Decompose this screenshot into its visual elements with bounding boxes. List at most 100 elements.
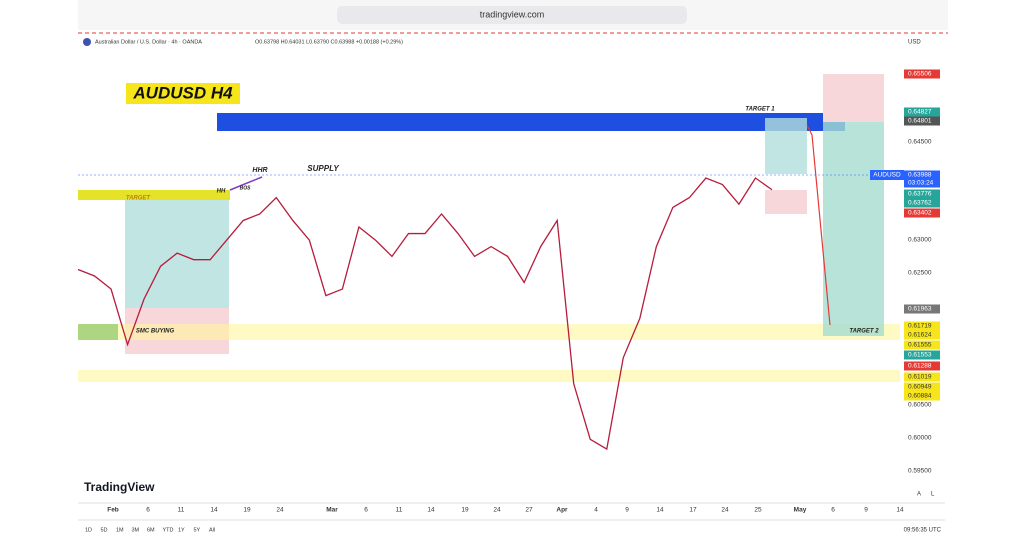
- range-button[interactable]: 5D: [101, 527, 108, 533]
- price-label: 0.61624: [908, 332, 932, 339]
- price-label-bg: [904, 340, 940, 350]
- price-label: 0.63762: [908, 200, 932, 207]
- logo: TradingView: [84, 480, 155, 494]
- price-label-bg: [904, 198, 940, 208]
- date-label: 4: [594, 507, 598, 514]
- price-label-bg: [904, 69, 940, 79]
- price-label: 0.61288: [908, 363, 932, 370]
- price-label-bg: [904, 107, 940, 117]
- scale-toggle[interactable]: L: [931, 492, 935, 498]
- price-label-bg: [904, 178, 940, 188]
- price-label: 0.61019: [908, 374, 932, 381]
- date-label: 14: [427, 507, 435, 514]
- range-button[interactable]: All: [209, 527, 215, 533]
- target-zone: [78, 190, 230, 200]
- price-label: 0.63402: [908, 210, 932, 217]
- annotation: HHR: [252, 167, 267, 174]
- symbol-tag: AUDUSD: [873, 172, 901, 179]
- date-label: 6: [146, 507, 150, 514]
- price-label-bg: [904, 330, 940, 340]
- range-button[interactable]: 1D: [85, 527, 92, 533]
- price-label: 0.61555: [908, 342, 932, 349]
- support-zone-2: [78, 370, 900, 382]
- clock: 09:56:35 UTC: [904, 528, 942, 534]
- price-label: 0.60949: [908, 384, 932, 391]
- date-label: 17: [689, 507, 697, 514]
- supply-zone: [217, 113, 845, 131]
- support-zone: [78, 324, 900, 340]
- long-stop: [765, 190, 807, 214]
- annotation: HH: [217, 189, 226, 195]
- price-label-bg: [904, 189, 940, 199]
- price-label: 0.61553: [908, 352, 932, 359]
- url: tradingview.com: [480, 9, 545, 19]
- date-label: 9: [625, 507, 629, 514]
- range-button[interactable]: YTD: [163, 527, 174, 533]
- date-label: Apr: [556, 507, 568, 514]
- price-label-bg: [904, 116, 940, 126]
- title-bg: [126, 83, 240, 104]
- date-label: 19: [461, 507, 469, 514]
- date-label: 14: [210, 507, 218, 514]
- date-label: May: [794, 507, 807, 514]
- annotation: SMC BUYING: [136, 329, 175, 335]
- annotation: SUPPLY: [307, 164, 339, 173]
- price-label-bg: [904, 382, 940, 392]
- price-series: [77, 177, 773, 451]
- date-label: 11: [396, 507, 403, 514]
- price-label: 0.60884: [908, 393, 932, 400]
- price-label-bg: [904, 304, 940, 314]
- price-label: 0.64801: [908, 118, 932, 125]
- symbol[interactable]: Australian Dollar / U.S. Dollar · 4h · O…: [95, 39, 202, 45]
- date-label: 27: [525, 507, 533, 514]
- date-label: 14: [896, 507, 904, 514]
- annotation: TARGET 1: [745, 107, 775, 113]
- date-label: 11: [178, 507, 185, 514]
- annotation: TARGET 2: [849, 329, 879, 335]
- short-stop: [823, 74, 884, 122]
- price-label: 0.62500: [908, 270, 932, 277]
- projection-arrow: [806, 124, 831, 326]
- price-label: 0.61963: [908, 306, 932, 313]
- date-label: 14: [656, 507, 664, 514]
- range-button[interactable]: 6M: [147, 527, 155, 533]
- price-label: 03:03:24: [908, 180, 934, 187]
- price-label-bg: [904, 361, 940, 371]
- support-zone-left: [78, 324, 118, 340]
- short-box: [823, 122, 884, 336]
- price-label: 0.63000: [908, 237, 932, 244]
- price-label: 0.60000: [908, 435, 932, 442]
- date-label: 19: [243, 507, 251, 514]
- price-label-bg: [904, 208, 940, 218]
- range-button[interactable]: 1Y: [178, 527, 185, 533]
- price-label-bg: [904, 391, 940, 401]
- price-label: 0.65506: [908, 71, 932, 78]
- price-label-bg: [904, 321, 940, 331]
- range-button[interactable]: 5Y: [194, 527, 201, 533]
- long-box: [765, 118, 807, 174]
- date-label: 24: [721, 507, 729, 514]
- symbol-tag-bg: [870, 170, 904, 180]
- price-label: 0.61719: [908, 323, 932, 330]
- price-label-bg: [904, 372, 940, 382]
- scale-toggle[interactable]: A: [917, 492, 921, 498]
- price-label: 0.64500: [908, 139, 932, 146]
- currency[interactable]: USD: [908, 40, 921, 46]
- symbol-icon: [83, 38, 91, 46]
- hh-line: [229, 176, 263, 191]
- price-label: 0.60500: [908, 402, 932, 409]
- date-label: Mar: [326, 507, 338, 514]
- price-label: 0.59500: [908, 468, 932, 475]
- price-label: 0.63988: [908, 172, 932, 179]
- date-label: Feb: [107, 507, 119, 514]
- ohlc: O0.63798 H0.64031 L0.63790 C0.63988 +0.0…: [255, 39, 403, 45]
- date-label: 24: [276, 507, 284, 514]
- range-button[interactable]: 3M: [132, 527, 140, 533]
- date-label: 24: [493, 507, 501, 514]
- address-bar[interactable]: [337, 6, 687, 24]
- range-button[interactable]: 1M: [116, 527, 124, 533]
- price-label: 0.64827: [908, 109, 932, 116]
- annotation: BOS: [240, 185, 252, 191]
- chart-title: AUDUSD H4: [132, 83, 233, 102]
